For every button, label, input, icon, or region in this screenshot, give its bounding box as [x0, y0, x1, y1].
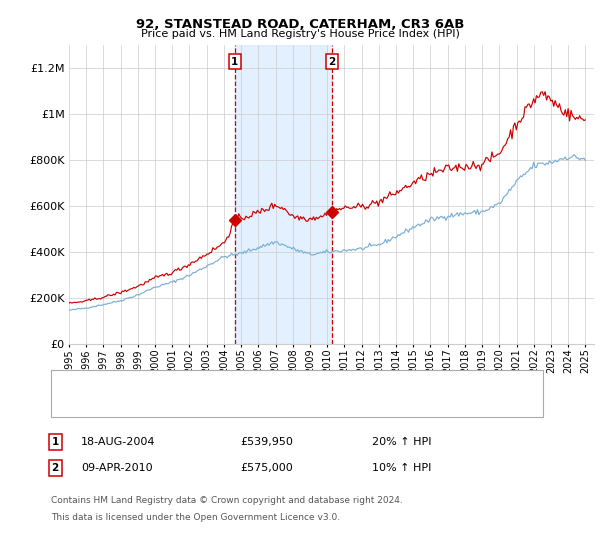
Text: 1: 1 [231, 57, 238, 67]
Text: This data is licensed under the Open Government Licence v3.0.: This data is licensed under the Open Gov… [51, 513, 340, 522]
Bar [235, 45, 332, 344]
Text: 10% ↑ HPI: 10% ↑ HPI [372, 463, 431, 473]
Text: Price paid vs. HM Land Registry's House Price Index (HPI): Price paid vs. HM Land Registry's House … [140, 29, 460, 39]
Text: 18-AUG-2004: 18-AUG-2004 [81, 437, 155, 447]
Text: 2: 2 [328, 57, 335, 67]
Text: 20% ↑ HPI: 20% ↑ HPI [372, 437, 431, 447]
Text: 2: 2 [52, 463, 59, 473]
Text: 09-APR-2010: 09-APR-2010 [81, 463, 152, 473]
Text: 1: 1 [52, 437, 59, 447]
Text: £539,950: £539,950 [240, 437, 293, 447]
Text: HPI: Average price, detached house, Tandridge: HPI: Average price, detached house, Tand… [95, 400, 339, 410]
Text: Contains HM Land Registry data © Crown copyright and database right 2024.: Contains HM Land Registry data © Crown c… [51, 496, 403, 505]
Text: £575,000: £575,000 [240, 463, 293, 473]
Text: 92, STANSTEAD ROAD, CATERHAM, CR3 6AB (detached house): 92, STANSTEAD ROAD, CATERHAM, CR3 6AB (d… [95, 377, 421, 388]
Text: 92, STANSTEAD ROAD, CATERHAM, CR3 6AB: 92, STANSTEAD ROAD, CATERHAM, CR3 6AB [136, 18, 464, 31]
